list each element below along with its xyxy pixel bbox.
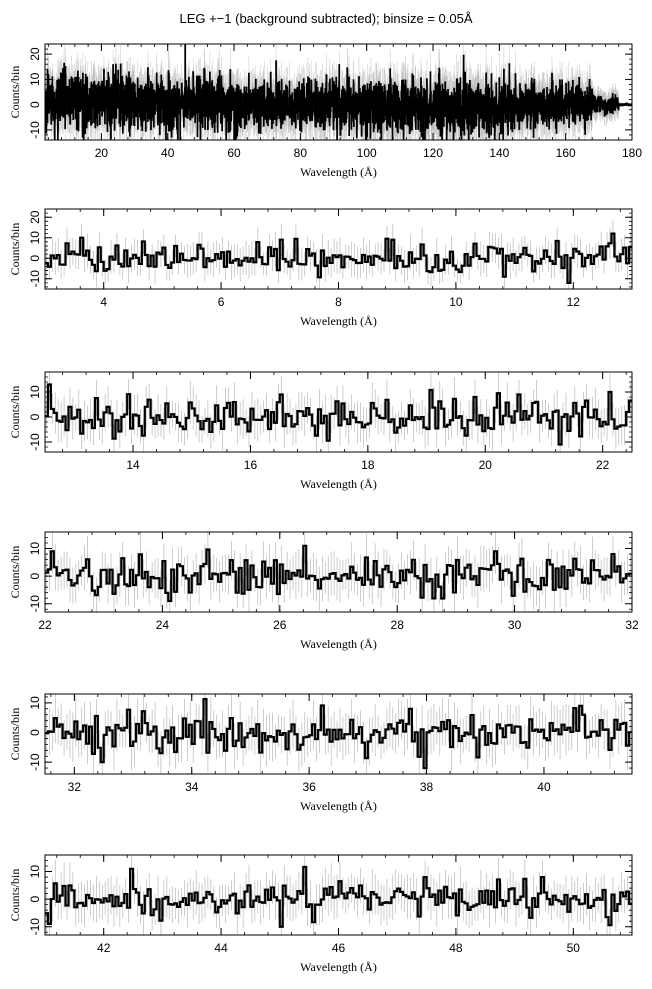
x-axis-label: Wavelength (Å) <box>300 165 377 179</box>
y-tick-label: 10 <box>28 72 42 86</box>
y-tick-label: 0 <box>28 895 42 902</box>
x-tick-label: 32 <box>625 618 639 632</box>
y-tick-label: 20 <box>28 47 42 61</box>
y-axis-label: Counts/bin <box>8 386 22 439</box>
x-tick-label: 140 <box>489 146 509 160</box>
y-axis-label: Counts/bin <box>8 708 22 761</box>
x-tick-label: 28 <box>391 618 405 632</box>
x-tick-label: 24 <box>156 618 170 632</box>
spectrum-series <box>45 234 632 283</box>
x-axis-label: Wavelength (Å) <box>300 637 377 651</box>
x-tick-label: 22 <box>596 458 610 472</box>
y-tick-label: 0 <box>28 729 42 736</box>
y-tick-label: 10 <box>28 231 42 245</box>
x-tick-label: 20 <box>95 146 109 160</box>
x-tick-label: 180 <box>622 146 642 160</box>
y-tick-label: -10 <box>28 753 42 771</box>
y-tick-label: 10 <box>28 385 42 399</box>
x-tick-label: 60 <box>227 146 241 160</box>
data-area <box>45 528 632 622</box>
x-axis-label: Wavelength (Å) <box>300 477 377 491</box>
x-tick-label: 8 <box>335 295 342 309</box>
y-tick-label: 10 <box>28 542 42 556</box>
y-tick-label: 0 <box>28 101 42 108</box>
spectrum-series <box>45 699 632 768</box>
x-tick-label: 20 <box>479 458 493 472</box>
x-axis-label: Wavelength (Å) <box>300 799 377 813</box>
x-tick-label: 100 <box>357 146 377 160</box>
x-tick-label: 26 <box>273 618 287 632</box>
x-tick-label: 10 <box>449 295 463 309</box>
data-area <box>45 20 632 172</box>
y-tick-label: -10 <box>28 121 42 139</box>
chart-panel-4: 22 24 26 28 30 32 -10 0 10 Wavelength (Å) Counts/b… <box>8 528 639 651</box>
y-tick-label: 10 <box>28 865 42 879</box>
chart-panel-5: 32 34 36 38 40 -10 0 10 Wavelength (Å) Counts/bin <box>8 681 632 813</box>
chart-panel-6: 42 44 46 48 50 -10 0 10 Wavelength (Å) Counts/bin <box>8 848 632 974</box>
plot-frame <box>45 209 632 289</box>
x-tick-label: 38 <box>420 780 434 794</box>
x-tick-label: 40 <box>537 780 551 794</box>
y-tick-label: -10 <box>28 595 42 613</box>
y-axis-label: Counts/bin <box>8 223 22 276</box>
x-tick-label: 32 <box>68 780 82 794</box>
spectrum-series <box>45 37 632 149</box>
x-tick-label: 6 <box>218 295 225 309</box>
x-tick-label: 46 <box>332 941 346 955</box>
y-tick-label: 0 <box>28 255 42 262</box>
x-tick-label: 14 <box>126 458 140 472</box>
x-tick-label: 36 <box>302 780 316 794</box>
x-tick-label: 120 <box>423 146 443 160</box>
x-tick-label: 160 <box>556 146 576 160</box>
chart-panel-2: 4 6 8 10 12 -10 0 10 20 Wavelength (Å) Counts/bin <box>8 209 632 328</box>
x-tick-label: 18 <box>361 458 375 472</box>
spectrum-series <box>45 385 632 445</box>
y-tick-label: 0 <box>28 413 42 420</box>
x-tick-label: 16 <box>244 458 258 472</box>
x-axis-label: Wavelength (Å) <box>300 960 377 974</box>
y-axis-label: Counts/bin <box>8 66 22 119</box>
x-tick-label: 30 <box>508 618 522 632</box>
x-tick-label: 40 <box>161 146 175 160</box>
y-tick-label: 20 <box>28 210 42 224</box>
x-tick-label: 22 <box>38 618 52 632</box>
figure-title: LEG +−1 (background subtracted); binsize… <box>179 11 472 26</box>
spectrum-series <box>45 546 632 601</box>
x-tick-label: 34 <box>185 780 199 794</box>
y-axis-label: Counts/bin <box>8 869 22 922</box>
y-tick-label: 0 <box>28 572 42 579</box>
x-tick-label: 48 <box>449 941 463 955</box>
y-tick-label: -10 <box>28 270 42 288</box>
minor-ticks <box>45 209 632 289</box>
chart-panel-1: 20 40 60 80 100 120 140 160 180 -10 0 10 20 Wavelengt… <box>8 20 642 179</box>
x-tick-label: 4 <box>100 295 107 309</box>
x-tick-label: 12 <box>567 295 581 309</box>
chart-panel-3: 14 16 18 20 22 -10 0 10 Wavelength (Å) Counts/bin <box>8 367 632 491</box>
spectrum-series <box>45 867 632 927</box>
y-tick-label: -10 <box>28 433 42 451</box>
x-tick-label: 44 <box>214 941 228 955</box>
x-axis-label: Wavelength (Å) <box>300 314 377 328</box>
y-tick-label: 10 <box>28 696 42 710</box>
x-tick-label: 50 <box>567 941 581 955</box>
y-axis-label: Counts/bin <box>8 546 22 599</box>
y-tick-label: -10 <box>28 918 42 936</box>
x-tick-label: 42 <box>97 941 111 955</box>
x-tick-label: 80 <box>294 146 308 160</box>
